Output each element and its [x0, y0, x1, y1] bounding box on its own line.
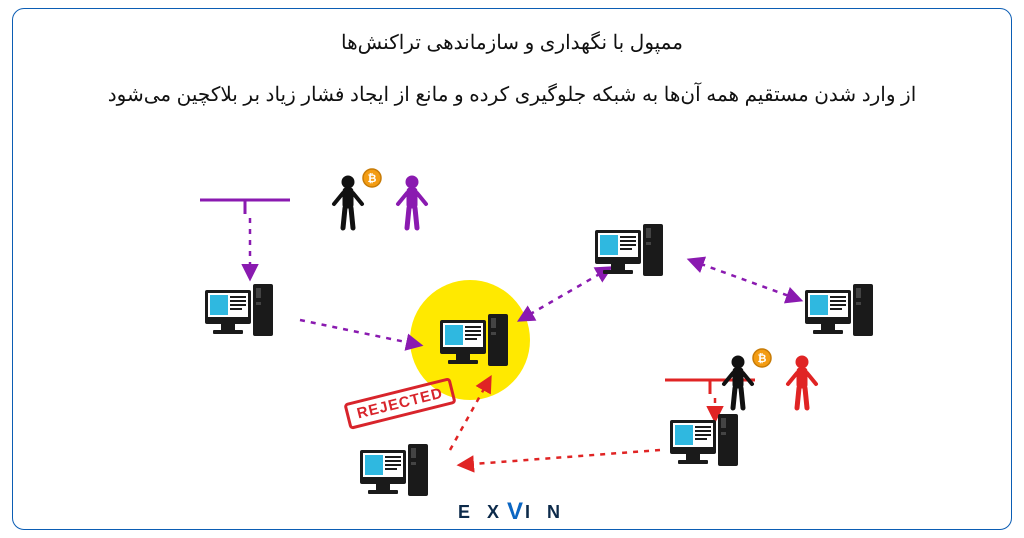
logo-left: I N — [525, 502, 566, 523]
people-scene: ₿ — [724, 349, 816, 408]
svg-text:₿: ₿ — [758, 353, 767, 365]
logo-accent: V — [507, 498, 523, 526]
svg-text:₿: ₿ — [368, 173, 377, 185]
arrow — [520, 268, 610, 320]
arrow — [300, 320, 420, 345]
arrow — [460, 450, 660, 465]
computer-node — [205, 284, 273, 336]
people-scene: ₿ — [334, 169, 426, 228]
computer-node — [670, 414, 738, 466]
computer-node — [805, 284, 873, 336]
arrow — [690, 260, 800, 300]
invex-logo: I N V E X — [458, 498, 566, 526]
computer-node — [360, 444, 428, 496]
diagram-canvas: ₿₿ — [0, 0, 1024, 538]
logo-right: E X — [458, 502, 505, 523]
computer-node — [595, 224, 663, 276]
